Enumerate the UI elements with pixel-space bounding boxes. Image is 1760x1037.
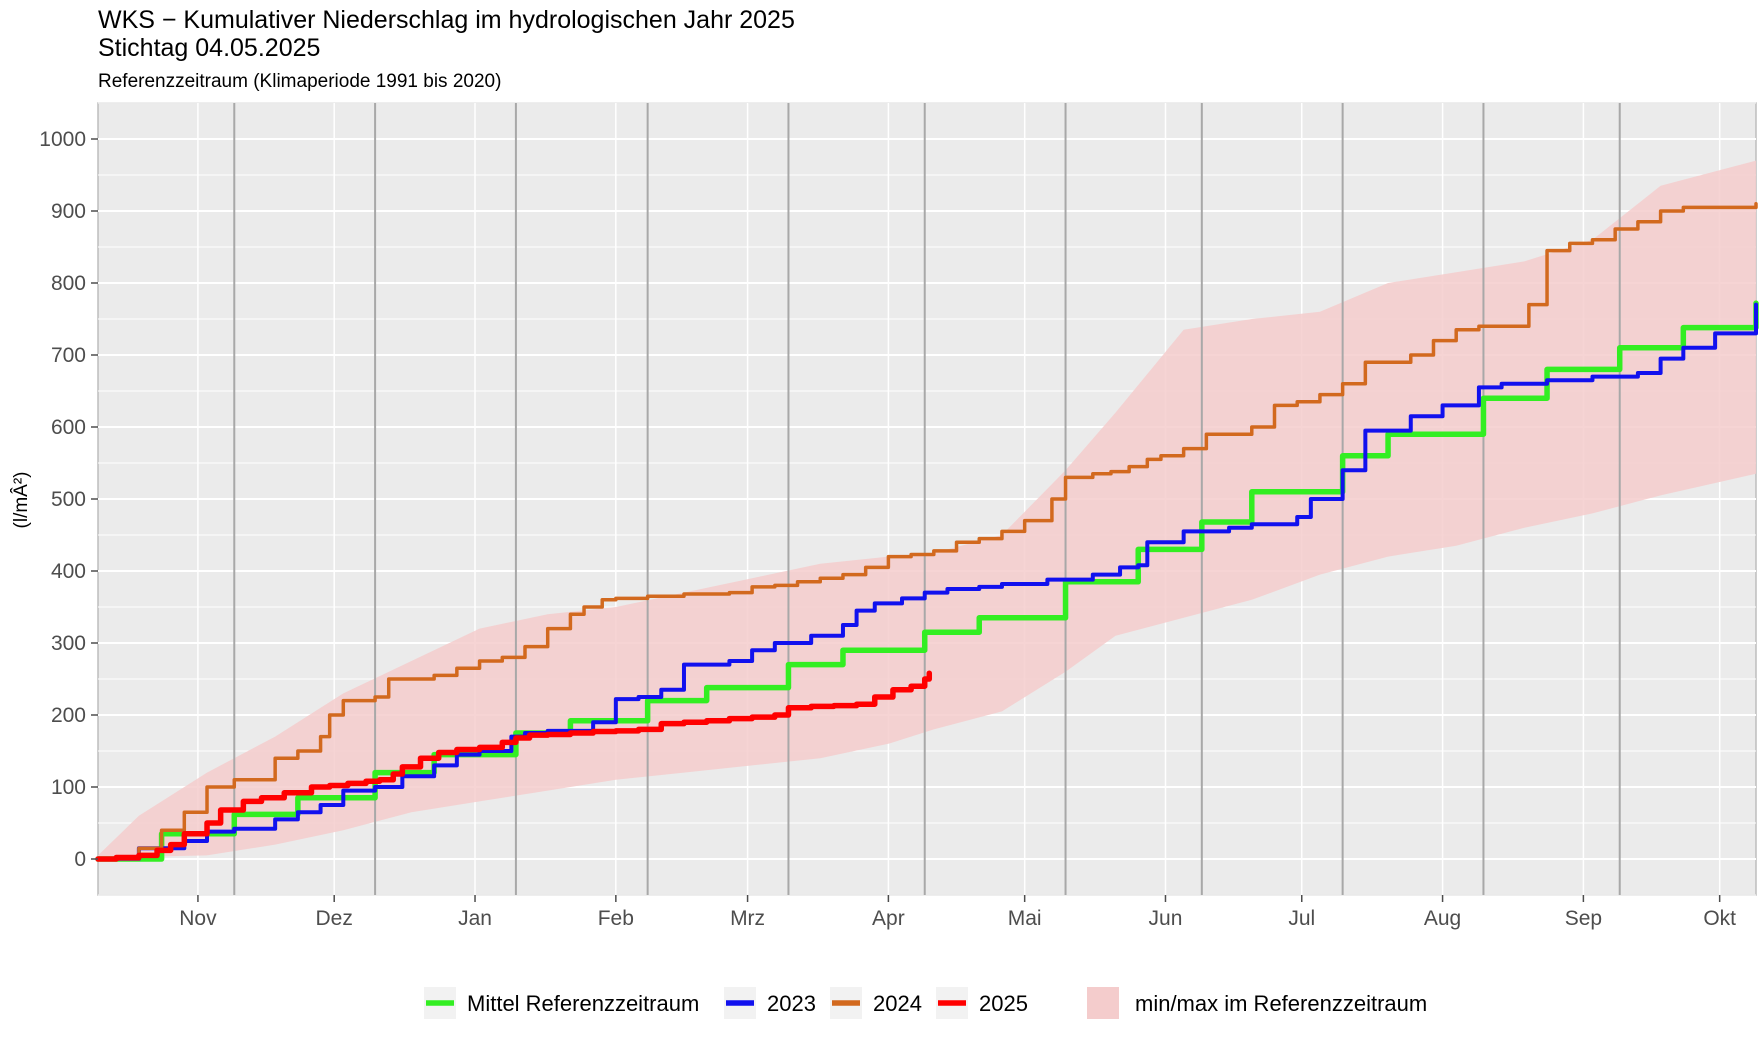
y-tick-label: 900 (51, 200, 86, 223)
x-tick-label: Mrz (730, 907, 765, 930)
x-tick-label: Mai (1008, 907, 1042, 930)
series-line-2025 (95, 670, 933, 862)
chart-title-line2: Stichtag 04.05.2025 (98, 34, 320, 62)
x-tick-label: Sep (1565, 907, 1602, 930)
y-axis-label: (l/mÂ²) (10, 472, 32, 529)
y-tick-label: 1000 (39, 128, 86, 151)
x-tick-label: Okt (1703, 907, 1736, 930)
x-tick-label: Apr (872, 907, 905, 930)
x-tick-label: Nov (179, 907, 217, 930)
legend-label-2024: 2024 (873, 991, 922, 1016)
x-tick-label: Aug (1424, 907, 1461, 930)
y-tick-label: 800 (51, 272, 86, 295)
x-tick-label: Jan (458, 907, 492, 930)
y-tick-label: 700 (51, 344, 86, 367)
legend-key-band (1087, 987, 1119, 1019)
chart-subtitle: Referenzzeitraum (Klimaperiode 1991 bis … (98, 71, 501, 92)
y-tick-label: 0 (74, 848, 86, 871)
band-min-max (98, 160, 1756, 860)
x-tick-label: Jul (1288, 907, 1315, 930)
y-tick-label: 300 (51, 632, 86, 655)
y-tick-label: 500 (51, 488, 86, 511)
series-line-2024 (96, 202, 1758, 861)
band-layer (98, 160, 1756, 860)
x-tick-label: Jun (1149, 907, 1183, 930)
y-axis-ticks: 0 100 200 300 400 500 600 700 800 900 1000 (39, 128, 98, 871)
y-tick-label: 600 (51, 416, 86, 439)
series-line-2023 (96, 302, 1758, 861)
x-tick-label: Feb (598, 907, 634, 930)
legend-label-2025: 2025 (979, 991, 1028, 1016)
chart-title: WKS − Kumulativer Niederschlag im hydrol… (98, 6, 795, 34)
x-axis-ticks: Nov Dez Jan Feb Mrz Apr Mai Jun Jul Aug Sep Okt (179, 895, 1736, 930)
series-line-mittel-referenzzeitraum (95, 300, 1759, 862)
legend-label-mittel: Mittel Referenzzeitraum (467, 991, 699, 1016)
y-tick-label: 200 (51, 704, 86, 727)
month-boundaries (233, 103, 1621, 895)
legend: Mittel Referenzzeitraum 2023 2024 2025 m… (424, 987, 1427, 1019)
x-tick-label: Dez (316, 907, 353, 930)
legend-label-band: min/max im Referenzzeitraum (1135, 991, 1427, 1016)
y-tick-label: 400 (51, 560, 86, 583)
series-layer (95, 202, 1759, 862)
y-tick-label: 100 (51, 776, 86, 799)
legend-label-2023: 2023 (767, 991, 816, 1016)
